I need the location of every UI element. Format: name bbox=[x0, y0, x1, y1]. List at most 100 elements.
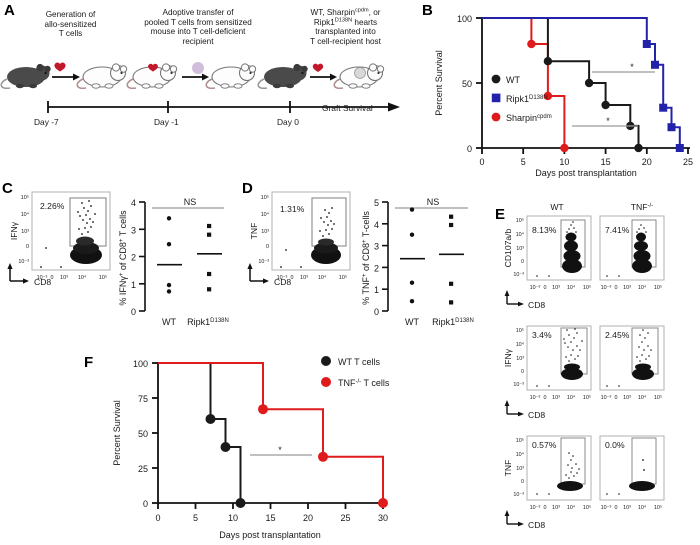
panel-c: C 2.26% 10⁵ 10⁴ 10³ 0 10⁻³ 10⁻³ 0 10³ 10… bbox=[0, 178, 240, 346]
panel-b-xtick-0: 0 bbox=[479, 157, 484, 167]
panel-a: A Generation of allo-sensitized T cells … bbox=[0, 0, 420, 170]
step2-line4: recipient bbox=[182, 36, 214, 46]
panel-d-sytick-1: 1 bbox=[374, 285, 379, 295]
panel-b-ytick-0: 0 bbox=[467, 144, 472, 154]
panel-e-row1-ytick-2: 10³ bbox=[516, 246, 524, 252]
panel-f-chart: 100 75 50 25 0 0 5 10 15 20 25 30 Days p… bbox=[112, 356, 390, 540]
panel-b-label: B bbox=[422, 2, 433, 19]
panel-e-row1-xtick-t0: 10⁻³ bbox=[601, 285, 612, 291]
panel-e-row1-xlabel: CD8 bbox=[528, 300, 545, 310]
panel-e-row2-xtick-t0: 10⁻³ bbox=[601, 395, 612, 401]
panel-b-significance-2: * bbox=[572, 116, 638, 127]
panel-c-group-label-wt: WT bbox=[162, 317, 176, 327]
step1-line2: allo-sensitized bbox=[44, 19, 97, 29]
panel-e-row2-xtick-t3: 10⁴ bbox=[638, 395, 647, 401]
panel-f-series-wt bbox=[158, 362, 242, 503]
panel-d-group-wt-points bbox=[409, 207, 415, 304]
panel-f-legend-label-tnf-sup: -/- bbox=[356, 379, 362, 385]
white-mouse-icon bbox=[76, 63, 128, 90]
panel-c-label: C bbox=[2, 180, 13, 197]
panel-e: E WT TNF-/- 8.13% 7.41% bbox=[485, 198, 700, 545]
panel-f-series-tnf bbox=[158, 362, 384, 503]
legend-marker-sharpin bbox=[491, 112, 501, 122]
step3-line1: WT, Sharpincpdm, or bbox=[278, 7, 413, 18]
panel-f-xtick-20: 20 bbox=[303, 513, 313, 523]
panel-e-row3-ytick-2: 10³ bbox=[516, 466, 524, 472]
panel-e-row2-pct-tnf: 2.45% bbox=[605, 330, 630, 340]
panel-d-group-label-ripk1-sup: D138N bbox=[455, 318, 474, 324]
panel-e-row2-ytick-4: 10⁻³ bbox=[513, 382, 524, 388]
panel-e-row2-xtick-w4: 10⁵ bbox=[583, 395, 591, 401]
panel-b-legend: WT Ripk1D138N Sharpincpdm bbox=[491, 74, 552, 123]
panel-a-step1-caption: Generation of allo-sensitized T cells bbox=[8, 10, 133, 39]
panel-e-col-header-tnf: TNF-/- bbox=[631, 202, 653, 212]
panel-f-xtick-5: 5 bbox=[193, 513, 198, 523]
arrow-3-head bbox=[330, 73, 337, 81]
panel-d-scatter-ylabel: % TNF+ of CD8+ T-cells bbox=[361, 211, 371, 305]
panel-c-scatter-ylabel: % IFNγ+ of CD8+ T cells bbox=[118, 210, 128, 306]
panel-c-fxtick-3: 10⁴ bbox=[78, 275, 87, 281]
step3-line4: T cell-recipient host bbox=[310, 36, 381, 46]
panel-f-legend-label-wt: WT T cells bbox=[338, 357, 381, 367]
panel-c-fxtick-1: 0 bbox=[51, 275, 54, 281]
panel-a-graft-survival-label: Graft Survival bbox=[322, 103, 373, 113]
panel-b-xtick-25: 25 bbox=[683, 157, 693, 167]
panel-e-row3-pct-tnf: 0.0% bbox=[605, 440, 625, 450]
panel-d-sytick-2: 2 bbox=[374, 263, 379, 273]
legend-marker-ripk1 bbox=[491, 93, 501, 103]
panel-b-xlabel: Days post transplantation bbox=[535, 168, 637, 178]
panel-e-row3-ylabel: TNF bbox=[503, 460, 513, 477]
panel-f-xlabel: Days post transplantation bbox=[219, 530, 321, 540]
graft-icon bbox=[354, 67, 366, 79]
panel-d-fytick-2: 10³ bbox=[261, 229, 269, 235]
panel-e-row2-ytick-2: 10³ bbox=[516, 356, 524, 362]
panel-e-row3-xtick-w0: 10⁻³ bbox=[530, 505, 541, 511]
panel-c-fytick-2: 10³ bbox=[21, 229, 29, 235]
panel-f-axes bbox=[152, 362, 385, 509]
panel-e-row2-xtick-w3: 10⁴ bbox=[567, 395, 576, 401]
panel-d-fxtick-2: 10³ bbox=[300, 275, 308, 281]
panel-f-xtick-25: 25 bbox=[340, 513, 350, 523]
panel-a-label: A bbox=[4, 2, 15, 19]
panel-e-row3-xtick-t1: 0 bbox=[615, 505, 618, 511]
panel-d-fytick-3: 0 bbox=[266, 244, 269, 250]
panel-d-flow-ylabel: TNF bbox=[249, 223, 259, 240]
panel-b-star-1: * bbox=[630, 62, 634, 72]
panel-a-step2-caption: Adoptive transfer of pooled T cells from… bbox=[118, 8, 278, 46]
step3-line2: Ripk1D138N hearts bbox=[278, 17, 413, 28]
panel-f-legend: WT T cells TNF-/- T cells bbox=[321, 356, 390, 388]
panel-d-sytick-5: 5 bbox=[374, 198, 379, 208]
panel-d-fxtick-3: 10⁴ bbox=[318, 275, 327, 281]
panel-e-row1-xtick-t3: 10⁴ bbox=[638, 285, 647, 291]
panel-b-xtick-20: 20 bbox=[642, 157, 652, 167]
panel-f-legend-marker-tnf bbox=[321, 377, 331, 387]
panel-e-row2-xtick-t2: 10³ bbox=[623, 395, 631, 401]
panel-e-row2-axis-arrows bbox=[504, 400, 524, 417]
heart-icon bbox=[54, 62, 66, 72]
panel-e-row2-ytick-0: 10⁵ bbox=[516, 328, 524, 334]
legend-label-ripk1: Ripk1D138N bbox=[506, 94, 548, 104]
panel-b: B 100 50 0 0 5 10 15 20 25 Days post tra… bbox=[420, 0, 700, 178]
panel-e-row3: 0.57% 0.0% 10⁵ 10⁴ 10³ 0 10⁻³ TNF bbox=[503, 435, 665, 530]
panel-c-significance: NS bbox=[152, 197, 224, 209]
panel-e-row1-ylabel: CD107a/b bbox=[503, 228, 513, 267]
panel-e-row2-xtick-t4: 10⁵ bbox=[654, 395, 662, 401]
panel-f-xtick-30: 30 bbox=[378, 513, 388, 523]
step1-line3: T cells bbox=[58, 29, 83, 39]
panel-b-ytick-50: 50 bbox=[462, 79, 472, 89]
panel-f-ytick-25: 25 bbox=[138, 464, 148, 474]
panel-c-gate-percent: 2.26% bbox=[40, 201, 65, 211]
panel-e-col-header-tnf-sup: -/- bbox=[648, 203, 654, 209]
panel-f-xtick-10: 10 bbox=[228, 513, 238, 523]
arrow-1-head bbox=[73, 73, 80, 81]
panel-c-sytick-3: 3 bbox=[131, 225, 136, 235]
panel-d-fxtick-0: 10⁻³ bbox=[277, 275, 288, 281]
panel-f-legend-label-tnf: TNF-/- T cells bbox=[338, 378, 390, 388]
panel-c-ns-label: NS bbox=[184, 197, 197, 207]
heart-icon-3 bbox=[312, 63, 324, 72]
panel-b-xtick-5: 5 bbox=[521, 157, 526, 167]
panel-e-row3-xtick-w4: 10⁵ bbox=[583, 505, 591, 511]
panel-c-scatter-axes bbox=[139, 201, 146, 312]
panel-c-fytick-0: 10⁵ bbox=[21, 195, 29, 201]
panel-d-flow-xlabel: CD8 bbox=[274, 277, 291, 287]
